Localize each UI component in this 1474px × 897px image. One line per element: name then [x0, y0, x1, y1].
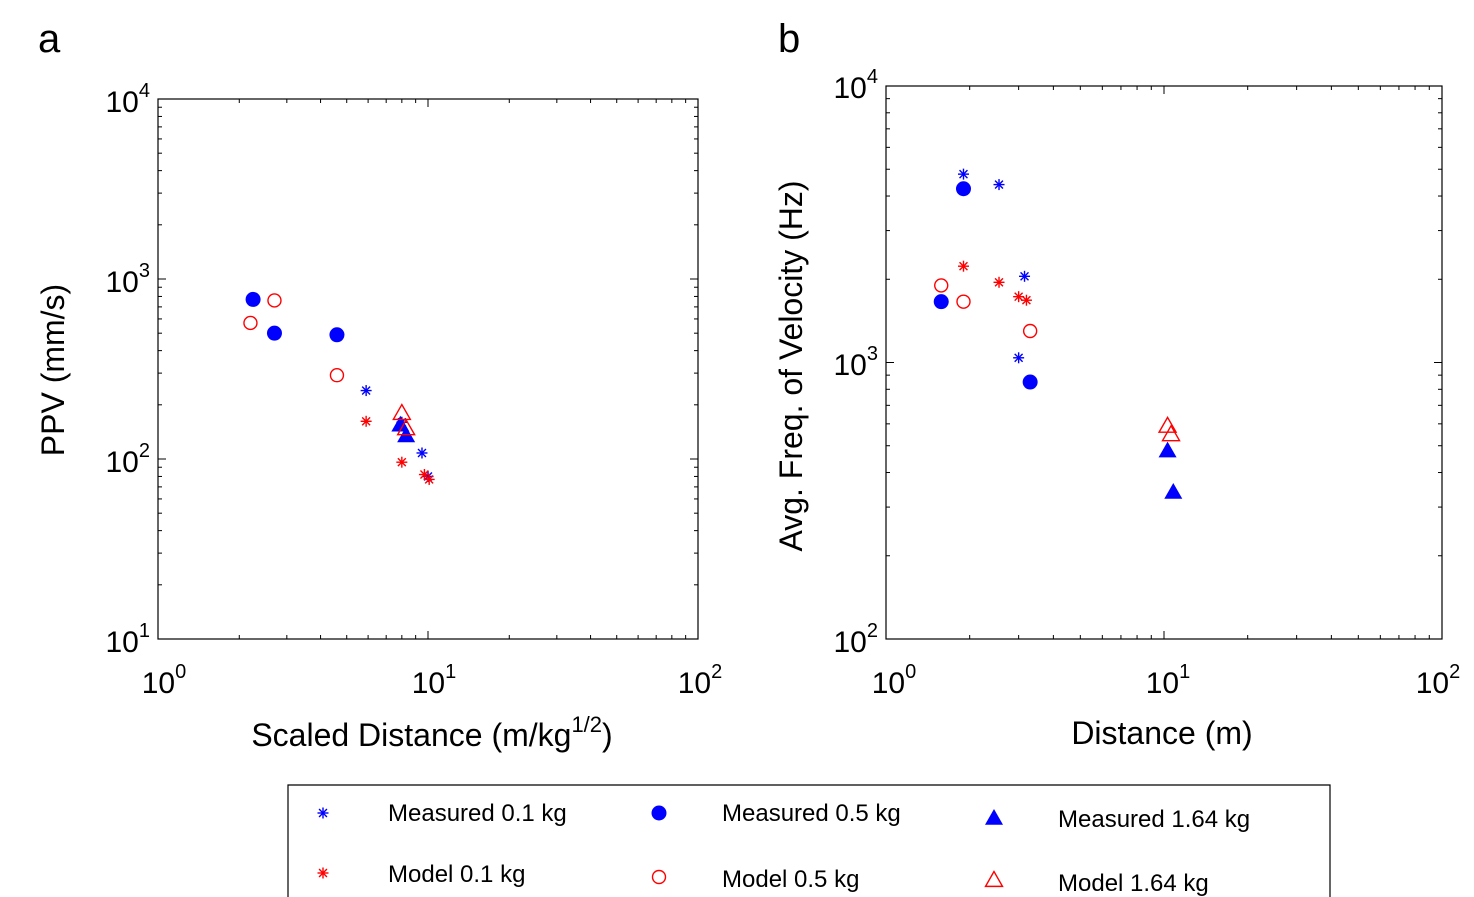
point-measured-0-5-kg — [329, 327, 345, 343]
data-points-b — [933, 168, 1183, 499]
legend-label-measured-1.64: Measured 1.64 kg — [1058, 806, 1250, 833]
x-tick-label: 100 — [872, 661, 917, 700]
panel-a: a 101 102 103 104 100 101 102 Scaled Dis… — [35, 17, 722, 753]
point-model-0-1-kg — [396, 456, 408, 468]
y-tick-label: 103 — [106, 260, 151, 299]
point-measured-0-1-kg — [1013, 352, 1025, 364]
y-axis-label-b: Avg. Freq. of Velocity (Hz) — [773, 180, 809, 551]
point-model-0-1-kg — [360, 415, 372, 427]
y-tick-labels-b: 102 103 104 — [834, 66, 879, 659]
legend-label-model-0.1: Model 0.1 kg — [388, 861, 525, 888]
plot-frame-a — [157, 98, 699, 640]
point-measured-1-64-kg — [1158, 441, 1177, 458]
point-measured-0-5-kg — [1022, 374, 1038, 390]
legend-label-measured-0.1: Measured 0.1 kg — [388, 800, 567, 827]
panel-b: b 102 103 104 100 101 102 Distance (m) A… — [773, 17, 1460, 751]
point-model-0-1-kg — [423, 473, 435, 485]
point-model-1-64-kg — [1161, 424, 1181, 442]
point-measured-0-1-kg — [1019, 270, 1031, 282]
point-measured-1-64-kg — [1164, 483, 1183, 499]
x-tick-label: 102 — [678, 661, 723, 700]
point-model-1-64-kg — [392, 403, 412, 421]
point-model-0-1-kg — [1020, 294, 1032, 306]
point-model-1-64-kg — [396, 418, 416, 436]
point-model-0-5-kg — [956, 294, 971, 309]
y-tick-label: 104 — [834, 66, 879, 105]
legend-marker-model-0-1-kg — [317, 867, 329, 879]
point-model-0-5-kg — [934, 278, 949, 293]
x-tick-label: 101 — [1146, 661, 1191, 700]
legend-marker-measured-0-5-kg — [651, 805, 667, 821]
y-tick-label: 103 — [834, 343, 879, 382]
legend-marker-model-1-64-kg — [984, 870, 1004, 888]
ticks-b — [885, 86, 1442, 640]
legend-marker-measured-0-1-kg — [317, 807, 329, 819]
x-tick-label: 100 — [142, 661, 187, 700]
y-tick-labels-a: 101 102 103 104 — [106, 80, 151, 659]
point-measured-0-1-kg — [993, 179, 1005, 191]
panel-label-a: a — [38, 17, 61, 61]
y-tick-label: 102 — [106, 440, 151, 479]
legend-label-model-0.5: Model 0.5 kg — [722, 866, 859, 893]
point-model-0-5-kg — [1022, 323, 1038, 339]
x-tick-labels-b: 100 101 102 — [872, 661, 1461, 700]
x-axis-label-b: Distance (m) — [1071, 715, 1252, 751]
legend-marker-measured-1-64-kg — [985, 809, 1003, 825]
y-axis-label-a: PPV (mm/s) — [35, 284, 71, 456]
legend-label-model-1.64: Model 1.64 kg — [1058, 870, 1209, 897]
data-points-a — [243, 291, 435, 485]
point-model-0-1-kg — [957, 260, 969, 272]
legend-label-measured-0.5: Measured 0.5 kg — [722, 800, 901, 827]
point-model-0-1-kg — [1013, 291, 1025, 303]
point-model-0-5-kg — [243, 315, 258, 331]
x-axis-label-a: Scaled Distance (m/kg1/2) — [251, 712, 612, 753]
point-measured-0-5-kg — [245, 291, 261, 307]
plot-frame-b — [885, 85, 1443, 640]
point-measured-0-1-kg — [416, 447, 428, 459]
point-measured-0-1-kg — [957, 168, 969, 180]
point-measured-1-64-kg — [391, 415, 410, 432]
point-measured-0-5-kg — [266, 325, 282, 341]
y-tick-label: 101 — [106, 620, 151, 659]
x-tick-label: 101 — [412, 661, 457, 700]
point-model-0-5-kg — [267, 293, 282, 308]
point-model-0-1-kg — [993, 276, 1005, 288]
legend-box — [287, 784, 1331, 897]
legend-marker-model-0-5-kg — [651, 869, 667, 885]
legend-markers — [317, 805, 1004, 888]
legend: Measured 0.1 kg Measured 0.5 kg Measured… — [287, 784, 1331, 897]
y-tick-label: 104 — [106, 80, 151, 119]
y-tick-label: 102 — [834, 620, 879, 659]
ticks-a — [157, 99, 698, 640]
panel-label-b: b — [778, 17, 800, 61]
point-measured-0-5-kg — [955, 181, 971, 197]
point-measured-0-1-kg — [360, 385, 372, 397]
point-measured-0-5-kg — [933, 294, 949, 310]
point-model-0-5-kg — [329, 368, 345, 383]
x-tick-label: 102 — [1416, 661, 1461, 700]
x-tick-labels-a: 100 101 102 — [142, 661, 723, 700]
